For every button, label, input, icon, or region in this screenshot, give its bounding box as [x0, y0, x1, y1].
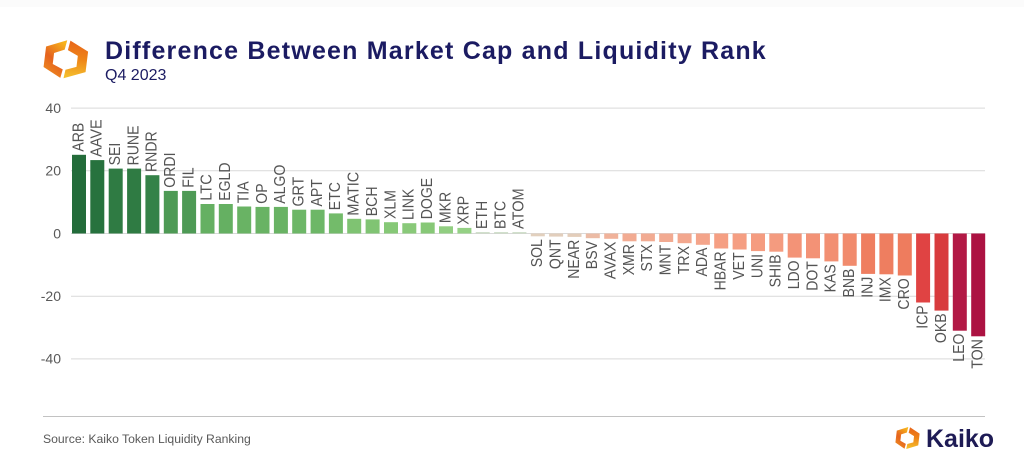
svg-text:UNI: UNI: [749, 254, 766, 278]
svg-text:LDO: LDO: [786, 260, 803, 289]
svg-text:IMX: IMX: [878, 277, 895, 302]
svg-text:BNB: BNB: [841, 269, 858, 298]
svg-text:SEI: SEI: [107, 143, 124, 166]
svg-text:TIA: TIA: [235, 181, 252, 203]
svg-text:0: 0: [53, 225, 61, 241]
svg-text:LEO: LEO: [951, 334, 968, 362]
svg-text:STX: STX: [639, 244, 656, 272]
svg-text:MATIC: MATIC: [346, 172, 363, 216]
svg-text:-40: -40: [41, 351, 61, 367]
svg-text:DOGE: DOGE: [419, 178, 436, 220]
svg-text:EGLD: EGLD: [217, 163, 234, 201]
svg-text:OKB: OKB: [933, 313, 950, 343]
svg-text:OP: OP: [254, 183, 271, 203]
svg-text:ADA: ADA: [694, 247, 711, 276]
svg-text:TRX: TRX: [676, 246, 693, 274]
svg-text:FIL: FIL: [180, 167, 197, 187]
svg-text:40: 40: [45, 100, 61, 116]
svg-text:ORDI: ORDI: [162, 153, 179, 188]
svg-text:RUNE: RUNE: [125, 126, 142, 166]
svg-text:BTC: BTC: [492, 201, 509, 229]
svg-text:-20: -20: [41, 288, 61, 304]
svg-text:HBAR: HBAR: [713, 251, 730, 290]
svg-text:VET: VET: [731, 252, 748, 280]
svg-text:XMR: XMR: [621, 244, 638, 275]
svg-text:20: 20: [45, 163, 61, 179]
svg-text:BCH: BCH: [364, 186, 381, 216]
svg-text:ATOM: ATOM: [511, 188, 528, 229]
svg-text:KAS: KAS: [823, 264, 840, 292]
svg-text:LINK: LINK: [401, 188, 418, 220]
svg-text:XLM: XLM: [382, 190, 399, 219]
svg-text:NEAR: NEAR: [566, 240, 583, 279]
svg-text:ARB: ARB: [70, 123, 87, 152]
svg-text:ICP: ICP: [914, 305, 931, 329]
svg-text:APT: APT: [309, 179, 326, 207]
svg-text:DOT: DOT: [804, 261, 821, 291]
svg-text:QNT: QNT: [547, 239, 564, 269]
svg-text:MNT: MNT: [657, 245, 674, 276]
svg-text:LTC: LTC: [199, 174, 216, 201]
svg-text:TON: TON: [969, 339, 986, 369]
svg-text:ETC: ETC: [327, 182, 344, 210]
svg-text:BSV: BSV: [584, 241, 601, 269]
svg-text:CRO: CRO: [896, 278, 913, 309]
svg-text:GRT: GRT: [290, 177, 307, 207]
svg-text:XRP: XRP: [456, 196, 473, 225]
svg-text:ALGO: ALGO: [272, 165, 289, 204]
svg-text:AVAX: AVAX: [602, 241, 619, 279]
svg-text:AAVE: AAVE: [89, 119, 106, 157]
svg-text:MKR: MKR: [437, 192, 454, 223]
svg-text:INJ: INJ: [859, 277, 876, 298]
svg-text:ETH: ETH: [474, 201, 491, 229]
svg-text:SOL: SOL: [529, 239, 546, 267]
svg-text:RNDR: RNDR: [144, 131, 161, 172]
svg-text:SHIB: SHIB: [768, 255, 785, 288]
